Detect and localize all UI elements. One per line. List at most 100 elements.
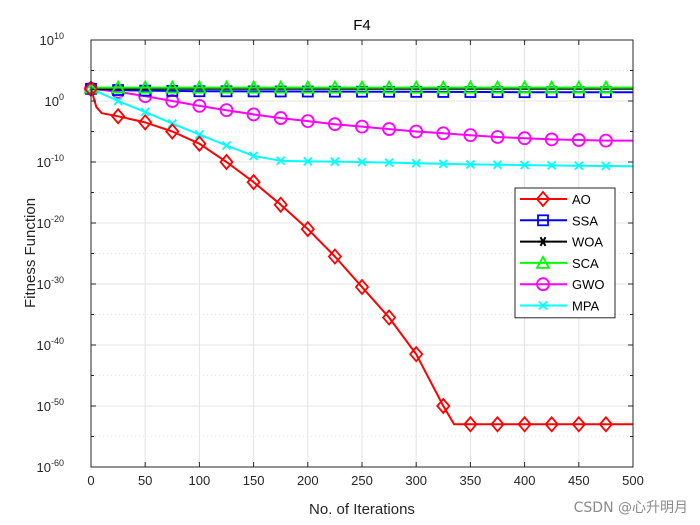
- data-point: [355, 119, 369, 134]
- data-point: [538, 236, 548, 247]
- data-point: [191, 79, 207, 94]
- triangle-marker: [435, 79, 451, 94]
- data-point: [303, 156, 313, 167]
- data-point: [519, 160, 530, 170]
- data-point: [273, 79, 289, 94]
- triangle-marker: [598, 79, 614, 94]
- legend-entry-mpa: MPA: [520, 299, 600, 314]
- data-point: [465, 159, 476, 170]
- data-point: [544, 415, 559, 433]
- data-point: [409, 124, 424, 139]
- x-marker-stroke: [547, 160, 557, 170]
- circle-marker: [246, 107, 261, 122]
- triangle-marker: [544, 79, 560, 94]
- triangle-marker: [489, 79, 506, 94]
- triangle-marker: [381, 79, 397, 94]
- data-point: [411, 158, 421, 168]
- diamond-marker: [165, 123, 180, 140]
- legend-label: AO: [572, 192, 591, 207]
- data-point: [110, 107, 126, 125]
- data-point: [246, 79, 262, 94]
- data-point: [218, 79, 235, 94]
- data-point: [113, 96, 123, 106]
- data-point: [538, 300, 548, 311]
- data-point: [219, 103, 234, 118]
- diamond-marker: [436, 397, 451, 415]
- x-tick-label: 250: [351, 473, 373, 488]
- data-point: [246, 107, 261, 122]
- x-tick-label: 150: [243, 473, 265, 488]
- x-marker-stroke: [465, 159, 476, 170]
- x-marker-stroke: [248, 151, 259, 161]
- diamond-marker: [138, 113, 153, 131]
- data-point: [327, 248, 343, 265]
- data-point: [165, 123, 180, 140]
- x-marker-stroke: [357, 157, 367, 167]
- diamond-marker: [409, 345, 424, 363]
- diamond-marker: [110, 107, 126, 125]
- data-point: [276, 156, 286, 166]
- x-tick-label: 50: [138, 473, 152, 488]
- x-tick-label: 300: [405, 473, 427, 488]
- x-marker-stroke: [574, 161, 584, 171]
- x-marker-stroke: [303, 156, 313, 167]
- x-marker-stroke: [113, 96, 123, 106]
- triangle-marker: [273, 79, 289, 94]
- y-tick-label: 1010: [40, 31, 64, 48]
- x-tick-label: 500: [622, 473, 644, 488]
- diamond-marker: [354, 278, 370, 296]
- circle-marker: [219, 103, 234, 118]
- y-tick-label: 10-60: [37, 458, 64, 475]
- triangle-marker: [191, 79, 207, 94]
- data-point: [544, 132, 559, 147]
- data-point: [110, 79, 126, 94]
- legend-label: MPA: [572, 299, 600, 314]
- diamond-marker: [246, 173, 261, 191]
- circle-marker: [517, 131, 532, 146]
- x-marker-stroke: [519, 160, 530, 170]
- data-point: [571, 415, 586, 433]
- series-sca: [83, 79, 633, 94]
- y-tick-label: 10-50: [37, 397, 64, 414]
- x-marker-stroke: [438, 159, 448, 169]
- legend-label: GWO: [572, 277, 605, 292]
- data-point: [598, 79, 614, 94]
- x-tick-label: 200: [297, 473, 319, 488]
- data-point: [192, 135, 207, 153]
- data-point: [571, 133, 586, 147]
- data-point: [221, 140, 232, 151]
- data-point: [165, 94, 180, 108]
- x-tick-label: 0: [87, 473, 94, 488]
- x-tick-label: 400: [514, 473, 536, 488]
- series-line-gwo: [90, 87, 633, 142]
- diamond-marker: [300, 220, 315, 238]
- legend-entry-ao: AO: [520, 190, 591, 208]
- y-tick-label: 100: [45, 92, 64, 109]
- circle-marker: [463, 128, 478, 143]
- diamond-marker: [192, 135, 207, 153]
- data-point: [248, 151, 259, 161]
- diamond-marker: [463, 415, 478, 433]
- data-point: [571, 79, 587, 94]
- legend-box: [514, 187, 616, 319]
- data-point: [489, 79, 506, 94]
- square-marker: [537, 214, 549, 227]
- diamond-marker: [544, 415, 559, 433]
- diamond-marker: [571, 415, 586, 433]
- data-point: [354, 79, 370, 94]
- data-point: [463, 415, 478, 433]
- triangle-marker: [517, 79, 533, 94]
- data-point: [137, 79, 153, 94]
- data-point: [436, 397, 451, 415]
- diamond-marker: [490, 415, 505, 433]
- data-point: [463, 128, 478, 143]
- data-point: [354, 278, 370, 296]
- data-point: [574, 161, 584, 171]
- x-marker-stroke: [194, 129, 205, 140]
- data-point: [194, 129, 205, 140]
- data-point: [409, 345, 424, 363]
- x-marker-stroke: [330, 157, 340, 167]
- circle-marker: [490, 130, 505, 144]
- circle-marker: [544, 132, 559, 147]
